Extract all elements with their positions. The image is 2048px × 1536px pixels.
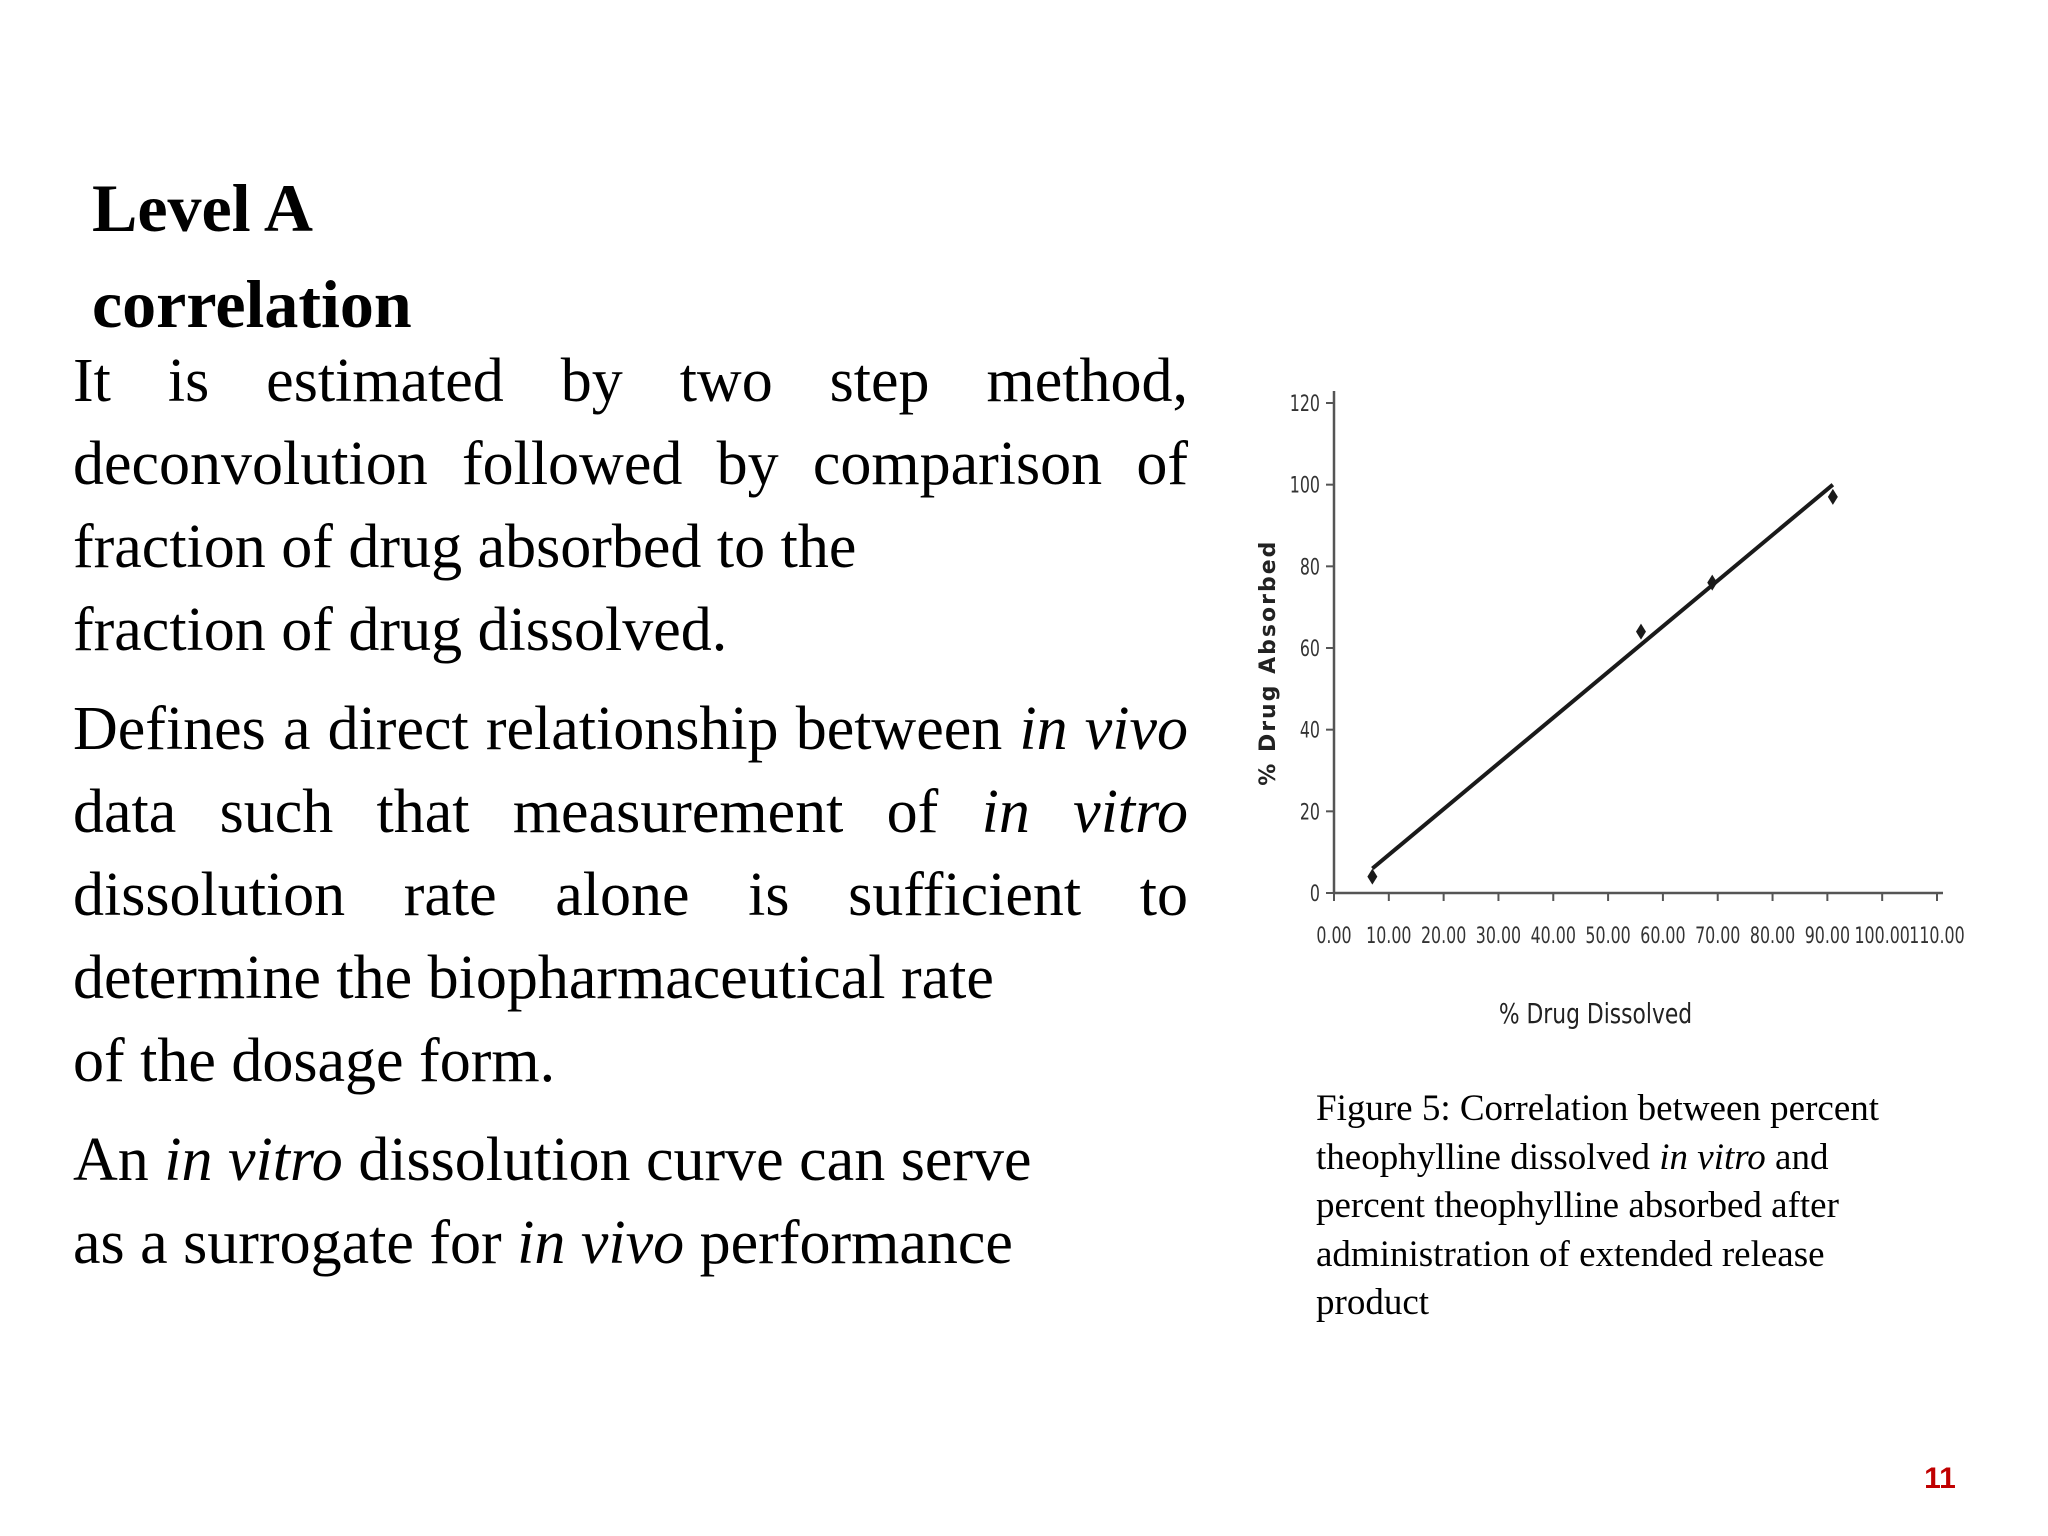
page-number: 11 — [1924, 1462, 1956, 1495]
y-tick-label: 120 — [1290, 390, 1320, 416]
italic-text: in vitro — [164, 1126, 343, 1194]
text-segment: It is estimated by two step method, deco… — [73, 347, 1188, 581]
data-point — [1635, 623, 1646, 640]
text-segment: fraction of drug dissolved. — [73, 596, 728, 664]
y-tick-label: 40 — [1300, 717, 1320, 743]
slide-body: It is estimated by two step method, deco… — [73, 340, 1188, 1301]
data-point — [1707, 574, 1718, 591]
italic-text: in vivo — [1019, 695, 1188, 763]
paragraph-2: Defines a direct relationship between in… — [73, 688, 1188, 1103]
y-tick-label: 0 — [1310, 880, 1320, 906]
data-point — [1367, 868, 1378, 885]
y-tick-label: 60 — [1300, 635, 1320, 661]
text-segment: performance — [684, 1209, 1013, 1277]
caption-text: Figure 5: Correlation between percent th… — [1316, 1088, 1880, 1178]
y-tick-label: 20 — [1300, 799, 1320, 825]
paragraph-last-line: as a surrogate for in vivo performance — [73, 1202, 1188, 1285]
text-segment: An — [73, 1126, 165, 1194]
paragraph-last-line: fraction of drug dissolved. — [73, 589, 1188, 672]
text-segment: as a surrogate for — [73, 1209, 518, 1277]
italic-text: in vitro — [981, 778, 1188, 846]
text-segment: dissolution curve can serve — [342, 1126, 1032, 1194]
slide-title-line-2: correlation — [92, 266, 412, 342]
x-tick-label: 110.00 — [1909, 922, 1964, 948]
caption-text: and percent theophylline absorbed after … — [1316, 1136, 1839, 1324]
paragraph-3: An in vitro dissolution curve can serve … — [73, 1119, 1188, 1285]
text-segment: dissolution rate alone is sufficient to … — [73, 861, 1188, 1012]
x-tick-label: 20.00 — [1421, 922, 1466, 948]
chart-svg: 0.00 10.00 20.00 30.00 40.00 50.00 60.00 70.00 8… — [1256, 390, 1965, 1029]
x-axis-title: % Drug Dissolved — [1499, 997, 1692, 1029]
x-tick-label: 30.00 — [1476, 922, 1521, 948]
caption-italic-text: in vitro — [1659, 1136, 1766, 1178]
data-point — [1827, 488, 1838, 505]
y-tick-label: 100 — [1290, 472, 1320, 498]
y-tick-label: 80 — [1300, 554, 1320, 580]
x-tick-label: 70.00 — [1695, 922, 1740, 948]
x-tick-label: 0.00 — [1316, 922, 1351, 948]
slide-title-line-1: Level A — [92, 170, 313, 246]
x-tick-label: 80.00 — [1750, 922, 1795, 948]
text-segment: of the dosage form. — [73, 1027, 556, 1095]
italic-text: in vivo — [517, 1209, 685, 1277]
paragraph-1: It is estimated by two step method, deco… — [73, 340, 1188, 672]
x-tick-label: 60.00 — [1640, 922, 1685, 948]
correlation-chart: 0.00 10.00 20.00 30.00 40.00 50.00 60.00 70.00 8… — [1240, 325, 2048, 1060]
x-tick-label: 100.00 — [1854, 922, 1909, 948]
slide-title: Level A correlation — [92, 160, 612, 352]
figure-caption: Figure 5: Correlation between percent th… — [1316, 1085, 1916, 1328]
text-segment: data such that measurement of — [73, 778, 982, 846]
text-segment: Defines a direct relationship between — [73, 695, 1020, 763]
fit-line — [1371, 483, 1835, 871]
y-axis-title: % Drug Absorbed — [1256, 540, 1281, 786]
x-tick-label: 50.00 — [1585, 922, 1630, 948]
x-tick-label: 40.00 — [1531, 922, 1576, 948]
x-tick-label: 10.00 — [1366, 922, 1411, 948]
paragraph-last-line: of the dosage form. — [73, 1020, 1188, 1103]
x-tick-label: 90.00 — [1805, 922, 1850, 948]
